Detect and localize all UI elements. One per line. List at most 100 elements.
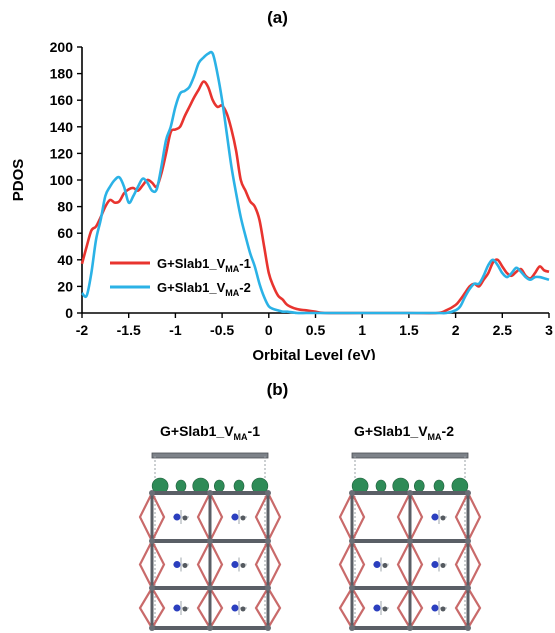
charge-density-lobe: [233, 479, 245, 493]
pb-i-bond: [338, 540, 353, 589]
legend: G+Slab1_VMA-1 G+Slab1_VMA-2: [110, 256, 251, 298]
y-axis-title: PDOS: [10, 159, 27, 202]
carbon-atom: [240, 606, 246, 612]
pb-i-bond: [138, 587, 153, 629]
pb-i-bond: [138, 540, 153, 589]
charge-density-lobe: [413, 479, 425, 493]
x-tick-label: 0.5: [306, 322, 326, 338]
carbon-atom: [240, 563, 246, 568]
y-tick-label: 0: [65, 305, 73, 321]
carbon-atom: [182, 515, 188, 521]
graphene-layer: [351, 452, 469, 459]
pb-i-bond: [338, 492, 353, 542]
structure-1-image: [138, 452, 282, 631]
pb-i-bond: [209, 540, 224, 589]
nitrogen-atom: [173, 604, 181, 612]
nitrogen-atom: [231, 561, 239, 568]
lead-atom: [349, 585, 355, 591]
pb-i-bond: [209, 492, 224, 542]
lead-atom: [407, 490, 413, 496]
lead-atom: [149, 625, 155, 631]
pb-i-bond: [196, 540, 211, 589]
pb-i-bond: [454, 587, 469, 629]
pb-i-bond: [254, 492, 269, 542]
x-tick-label: 1: [358, 322, 366, 338]
x-tick-label: -1: [169, 322, 182, 338]
y-tick-label: 160: [50, 92, 74, 108]
lead-atom: [407, 625, 413, 631]
nitrogen-atom: [231, 604, 239, 612]
nitrogen-atom: [431, 604, 439, 612]
charge-density-lobe: [175, 479, 187, 493]
lead-atom: [265, 585, 271, 591]
lead-atom: [149, 538, 155, 544]
lead-atom: [407, 538, 413, 544]
x-tick-label: -2: [76, 322, 89, 338]
carbon-atom: [440, 515, 446, 521]
graphene-layer: [151, 452, 269, 459]
pb-i-bond: [267, 540, 282, 589]
y-tick-label: 140: [50, 119, 74, 135]
pb-i-bond: [396, 540, 411, 589]
x-tick-label: 3: [545, 322, 553, 338]
lead-atom: [149, 585, 155, 591]
x-tick-label: 1.5: [399, 322, 419, 338]
pb-i-bond: [138, 492, 153, 542]
carbon-atom: [182, 606, 188, 612]
pb-i-bond: [467, 587, 482, 629]
y-tick-label: 40: [57, 252, 73, 268]
panel-b-label: (b): [266, 380, 289, 399]
lead-atom: [349, 625, 355, 631]
pb-i-bond: [351, 492, 366, 542]
lead-atom: [465, 585, 471, 591]
pb-i-bond: [151, 540, 166, 589]
lead-atom: [207, 625, 213, 631]
lead-atom: [207, 538, 213, 544]
x-tick-label: -0.5: [210, 322, 234, 338]
x-tick-label: -1.5: [117, 322, 141, 338]
carbon-atom: [182, 563, 188, 568]
pb-i-bond: [209, 587, 224, 629]
x-tick-label: 2: [452, 322, 460, 338]
charge-density-lobe: [433, 479, 445, 493]
charge-density-lobe: [213, 479, 225, 493]
pb-i-bond: [454, 492, 469, 542]
lead-atom: [465, 490, 471, 496]
carbon-atom: [240, 515, 246, 521]
series-line-1: [80, 80, 550, 315]
lead-atom: [265, 538, 271, 544]
pb-i-bond: [196, 587, 211, 629]
x-axis-title: Orbital Level (eV): [252, 347, 375, 360]
nitrogen-atom: [431, 513, 439, 521]
pb-i-bond: [267, 587, 282, 629]
pb-i-bond: [409, 587, 424, 629]
panel-a-label: (a): [267, 8, 288, 27]
y-tick-label: 100: [50, 172, 74, 188]
pb-i-bond: [196, 492, 211, 542]
pb-i-bond: [338, 587, 353, 629]
structure-1-title: G+Slab1_VMA-1: [160, 423, 260, 442]
lead-atom: [207, 585, 213, 591]
y-tick-label: 120: [50, 145, 74, 161]
pb-i-bond: [454, 540, 469, 589]
pb-i-bond: [467, 540, 482, 589]
pb-i-bond: [351, 540, 366, 589]
pb-i-bond: [267, 492, 282, 542]
pb-i-bond: [351, 587, 366, 629]
x-tick-label: 2.5: [493, 322, 513, 338]
pb-i-bond: [151, 492, 166, 542]
pb-i-bond: [396, 492, 411, 542]
pb-i-bond: [409, 540, 424, 589]
carbon-atom: [382, 606, 388, 612]
nitrogen-atom: [173, 561, 181, 568]
pb-i-bond: [409, 492, 424, 542]
nitrogen-atom: [231, 513, 239, 521]
pb-i-bond: [396, 587, 411, 629]
pb-i-bond: [254, 540, 269, 589]
carbon-atom: [382, 563, 388, 568]
y-tick-label: 20: [57, 278, 73, 294]
series-line-2: [81, 50, 550, 315]
pb-i-bond: [254, 587, 269, 629]
